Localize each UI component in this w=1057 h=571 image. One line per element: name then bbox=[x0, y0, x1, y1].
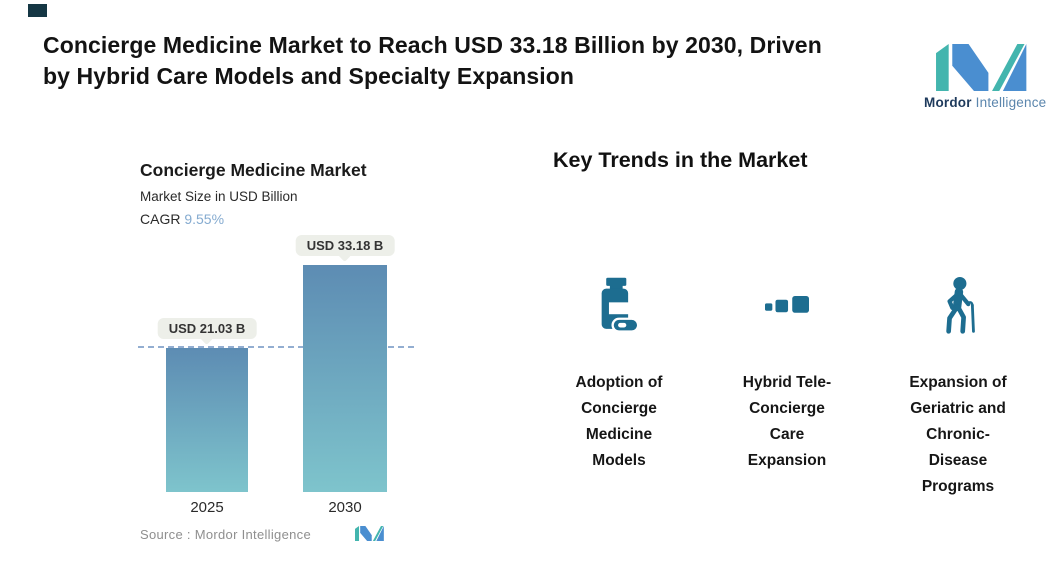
brand-name-bold: Mordor bbox=[924, 95, 972, 110]
reference-dashed-line bbox=[138, 346, 415, 348]
corner-accent-mark bbox=[28, 4, 47, 17]
elderly-person-cane-icon bbox=[883, 272, 1033, 340]
scaling-squares-icon bbox=[712, 272, 862, 340]
source-mordor-logo-icon bbox=[355, 523, 385, 541]
trend-label-adoption: Adoption of Concierge Medicine Models bbox=[575, 374, 663, 469]
mordor-intelligence-logo-icon bbox=[936, 35, 1030, 91]
chart-cagr: CAGR 9.55% bbox=[140, 211, 224, 227]
trend-item-geriatric: Expansion of Geriatric and Chronic- Dise… bbox=[883, 272, 1033, 500]
trend-item-adoption: Adoption of Concierge Medicine Models bbox=[544, 272, 694, 474]
market-chart-section: Concierge Medicine Market Market Size in… bbox=[138, 150, 448, 565]
trend-label-geriatric: Expansion of Geriatric and Chronic- Dise… bbox=[909, 374, 1007, 495]
trend-label-hybrid-tele: Hybrid Tele- Concierge Care Expansion bbox=[742, 374, 832, 469]
source-attribution: Source : Mordor Intelligence bbox=[140, 527, 311, 542]
bar-2025-value-callout: USD 21.03 B bbox=[157, 318, 257, 339]
page-title-line2: by Hybrid Care Models and Specialty Expa… bbox=[43, 63, 575, 89]
page-title-line1: Concierge Medicine Market to Reach USD 3… bbox=[43, 32, 822, 58]
trends-heading: Key Trends in the Market bbox=[553, 148, 808, 172]
cagr-value: 9.55% bbox=[184, 211, 225, 227]
chart-title: Concierge Medicine Market bbox=[140, 160, 367, 180]
brand-logo: Mordor Intelligence bbox=[924, 35, 1046, 110]
trend-item-hybrid-tele: Hybrid Tele- Concierge Care Expansion bbox=[712, 272, 862, 474]
cagr-label: CAGR bbox=[140, 211, 181, 227]
bar-2025: USD 21.03 B 2025 bbox=[157, 318, 257, 516]
bar-2025-year-label: 2025 bbox=[190, 499, 224, 516]
brand-name-light: Intelligence bbox=[975, 95, 1047, 110]
brand-name: Mordor Intelligence bbox=[924, 95, 1046, 110]
bar-chart: USD 21.03 B 2025 USD 33.18 B 2030 bbox=[138, 235, 428, 516]
bar-2030-value-callout: USD 33.18 B bbox=[295, 235, 395, 256]
pill-bottle-icon bbox=[544, 272, 694, 340]
bar-2030: USD 33.18 B 2030 bbox=[295, 235, 395, 516]
page-title: Concierge Medicine Market to Reach USD 3… bbox=[43, 30, 943, 92]
chart-subtitle: Market Size in USD Billion bbox=[140, 189, 298, 204]
bar-2030-year-label: 2030 bbox=[328, 499, 362, 516]
